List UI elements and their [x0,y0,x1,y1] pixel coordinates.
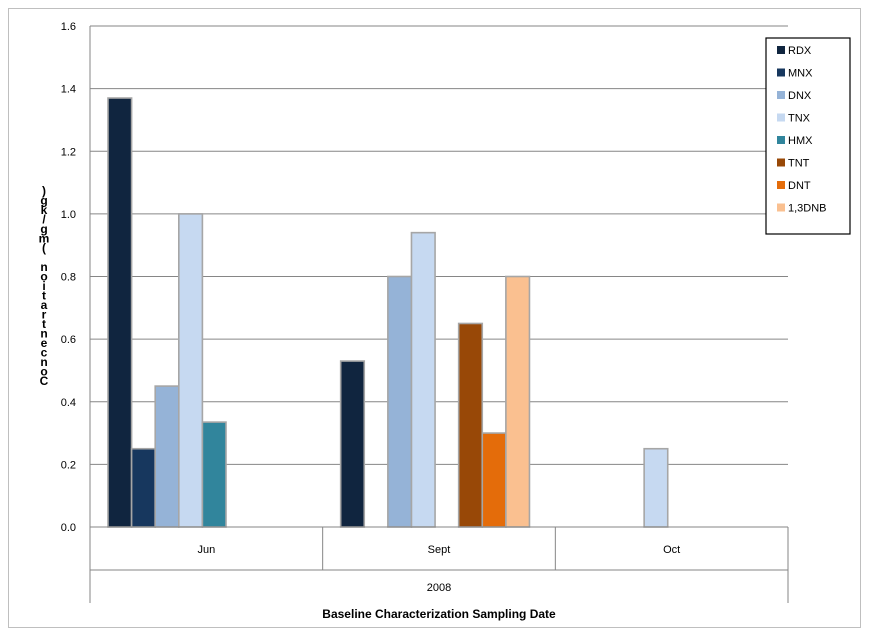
bar-mnx-jun [130,447,157,528]
x-tick-label: Sept [428,544,451,556]
legend-label: HMX [788,135,813,147]
x-tick-label: Jun [197,544,215,556]
y-tick-label: 1.2 [61,146,76,158]
y-tick-label: 0.6 [61,334,76,346]
legend-swatch [777,91,785,99]
bar-dnx-jun [154,385,180,528]
legend-swatch [777,113,785,122]
y-tick-label: 0.4 [61,397,76,409]
bar-tnx-sept [410,231,436,528]
y-tick-label: 1.0 [61,209,76,221]
legend-swatch [777,136,785,144]
x-tick-label: Oct [663,544,680,556]
legend-label: DNX [788,90,812,102]
bar-13dnb-sept [505,275,531,528]
y-tick-label: 0.2 [61,459,76,471]
bar-rdx-jun [107,97,133,528]
legend-label: DNT [788,180,811,192]
y-tick-label: 0.8 [61,272,76,284]
legend-swatch [777,68,785,77]
bar-dnx-sept [387,275,413,528]
bar-hmx-jun [201,421,227,528]
y-tick-label: 1.6 [61,21,76,33]
legend-label: RDX [788,45,812,57]
legend-swatch [777,46,785,54]
x-group-label: 2008 [427,582,451,594]
y-tick-label: 0.0 [61,522,76,534]
bars [107,97,669,528]
bar-tnt-sept [457,322,484,528]
legend-swatch [777,203,785,212]
legend-label: 1,3DNB [788,203,827,215]
y-tick-labels: 0.0 0.2 0.4 0.6 0.8 1.0 1.2 1.4 1.6 [61,21,76,534]
legend-label: MNX [788,68,813,80]
legend: RDX MNX DNX TNX HMX TNT DNT 1,3DNB [765,37,851,235]
y-tick-label: 1.4 [61,84,76,96]
x-axis-title: Baseline Characterization Sampling Date [322,607,556,621]
bar-tnx-oct [643,447,669,528]
legend-swatch [777,158,785,167]
bar-tnx-jun [178,213,204,528]
legend-label: TNX [788,113,811,125]
legend-swatch [777,181,785,189]
bar-rdx-sept [339,360,366,528]
bar-dnt-sept [481,432,507,528]
legend-label: TNT [788,158,810,170]
x-axis: Jun Sept Oct [89,526,789,603]
